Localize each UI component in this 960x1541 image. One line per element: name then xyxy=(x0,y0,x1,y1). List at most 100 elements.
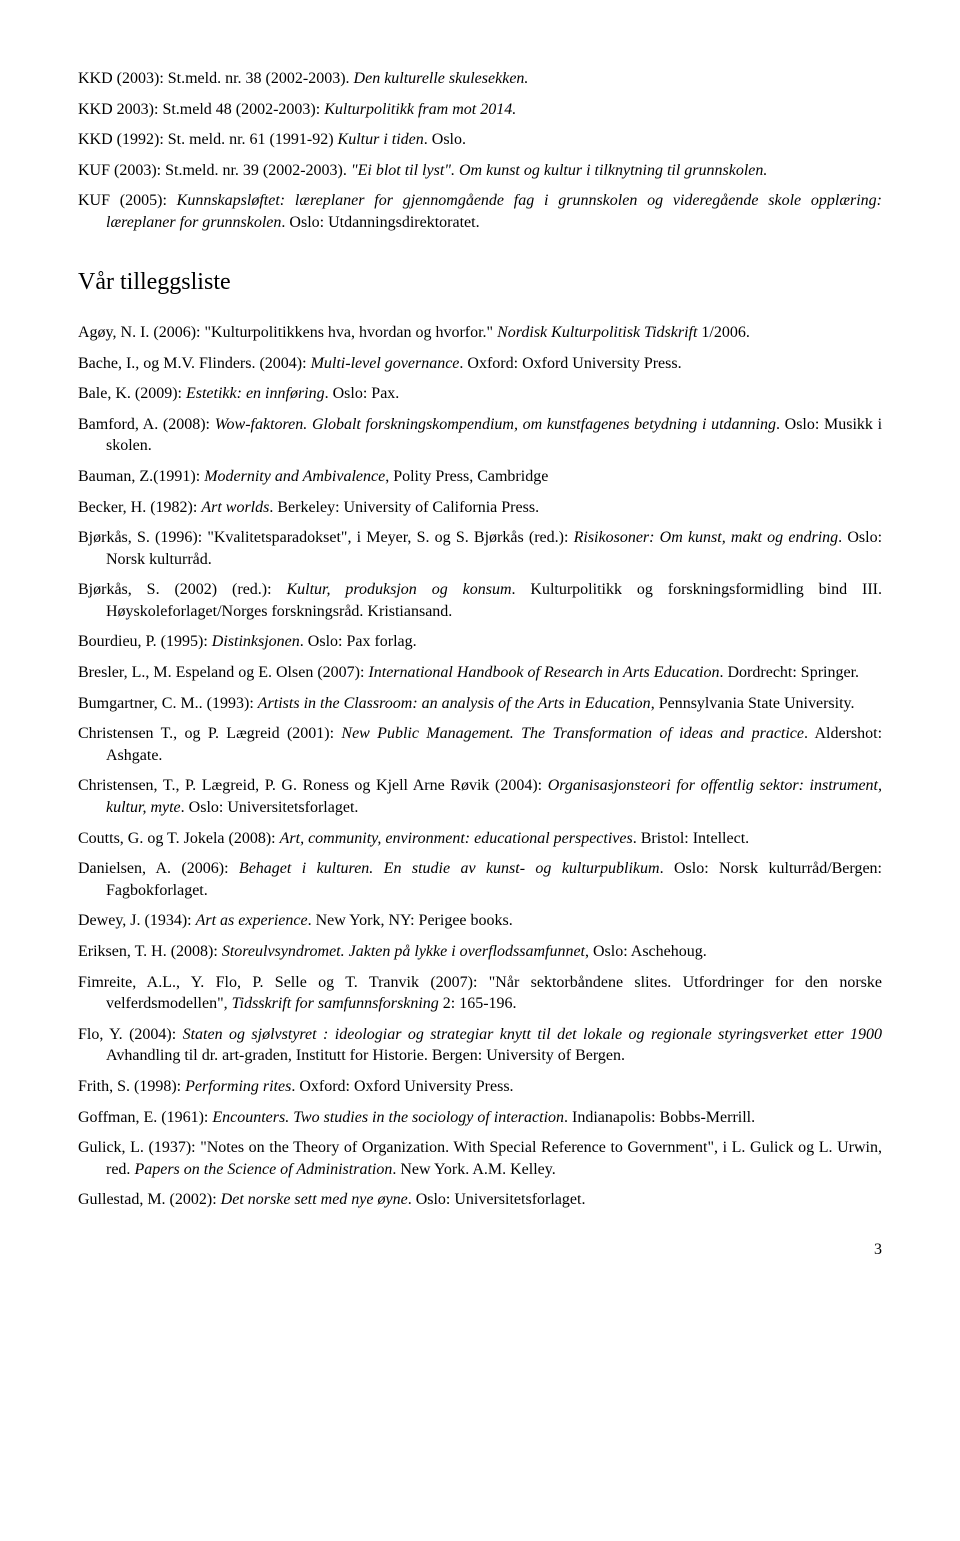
ref-text: Eriksen, T. H. (2008): xyxy=(78,943,222,960)
reference-entry: Danielsen, A. (2006): Behaget i kulturen… xyxy=(78,858,882,901)
ref-text: . Oslo: Universitetsforlaget. xyxy=(181,799,359,816)
ref-text: , Polity Press, Cambridge xyxy=(385,468,548,485)
ref-text: Agøy, N. I. (2006): "Kulturpolitikkens h… xyxy=(78,324,497,341)
ref-title: Wow-faktoren. Globalt forskningskompendi… xyxy=(215,416,776,433)
reference-entry: Bourdieu, P. (1995): Distinksjonen. Oslo… xyxy=(78,631,882,653)
ref-title: Artists in the Classroom: an analysis of… xyxy=(258,695,651,712)
ref-text: , Pennsylvania State University. xyxy=(651,695,855,712)
ref-text: . Berkeley: University of California Pre… xyxy=(269,499,539,516)
reference-entry: Eriksen, T. H. (2008): Storeulvsyndromet… xyxy=(78,941,882,963)
ref-text: 1/2006. xyxy=(697,324,749,341)
ref-title: Multi-level governance xyxy=(311,355,460,372)
reference-entry: Christensen T., og P. Lægreid (2001): Ne… xyxy=(78,723,882,766)
reference-entry: Bjørkås, S. (1996): "Kvalitetsparadokset… xyxy=(78,527,882,570)
reference-entry: KKD (2003): St.meld. nr. 38 (2002-2003).… xyxy=(78,68,882,90)
ref-title: "Ei blot til lyst". Om kunst og kultur i… xyxy=(351,162,768,179)
ref-title: Behaget i kulturen. En studie av kunst- … xyxy=(239,860,660,877)
ref-title: Papers on the Science of Administration xyxy=(134,1161,392,1178)
ref-text: Avhandling til dr. art-graden, Institutt… xyxy=(106,1047,625,1064)
ref-text: Bamford, A. (2008): xyxy=(78,416,215,433)
ref-text: Dewey, J. (1934): xyxy=(78,912,196,929)
ref-text: KKD 2003): St.meld 48 (2002-2003): xyxy=(78,101,324,118)
references-top-block: KKD (2003): St.meld. nr. 38 (2002-2003).… xyxy=(78,68,882,234)
ref-title: Modernity and Ambivalence xyxy=(204,468,385,485)
ref-text: KUF (2005): xyxy=(78,192,177,209)
ref-title: Encounters. Two studies in the sociology… xyxy=(212,1109,564,1126)
ref-text: . Oslo: Utdanningsdirektoratet. xyxy=(281,214,479,231)
reference-entry: Bache, I., og M.V. Flinders. (2004): Mul… xyxy=(78,353,882,375)
reference-entry: Coutts, G. og T. Jokela (2008): Art, com… xyxy=(78,828,882,850)
ref-text: , Oslo: Aschehoug. xyxy=(585,943,707,960)
reference-entry: Dewey, J. (1934): Art as experience. New… xyxy=(78,910,882,932)
ref-text: Becker, H. (1982): xyxy=(78,499,201,516)
reference-entry: Becker, H. (1982): Art worlds. Berkeley:… xyxy=(78,497,882,519)
ref-text: KKD (1992): St. meld. nr. 61 (1991-92) xyxy=(78,131,338,148)
ref-title: Kunnskapsløftet: læreplaner for gjennomg… xyxy=(106,192,882,231)
ref-title: New Public Management. The Transformatio… xyxy=(341,725,804,742)
ref-text: Coutts, G. og T. Jokela (2008): xyxy=(78,830,280,847)
ref-title: Det norske sett med nye øyne xyxy=(221,1191,408,1208)
ref-title: Art worlds xyxy=(201,499,269,516)
ref-text: KUF (2003): St.meld. nr. 39 (2002-2003). xyxy=(78,162,351,179)
ref-text: Goffman, E. (1961): xyxy=(78,1109,212,1126)
reference-entry: Christensen, T., P. Lægreid, P. G. Rones… xyxy=(78,775,882,818)
ref-title: Performing rites xyxy=(185,1078,291,1095)
ref-text: Gullestad, M. (2002): xyxy=(78,1191,221,1208)
ref-text: Bourdieu, P. (1995): xyxy=(78,633,212,650)
ref-text: Bresler, L., M. Espeland og E. Olsen (20… xyxy=(78,664,368,681)
ref-text: . Oslo: Universitetsforlaget. xyxy=(408,1191,586,1208)
reference-entry: Bjørkås, S. (2002) (red.): Kultur, produ… xyxy=(78,579,882,622)
ref-title: Kulturpolitikk fram mot 2014. xyxy=(324,101,516,118)
reference-entry: Gulick, L. (1937): "Notes on the Theory … xyxy=(78,1137,882,1180)
reference-entry: Fimreite, A.L., Y. Flo, P. Selle og T. T… xyxy=(78,972,882,1015)
reference-entry: Gullestad, M. (2002): Det norske sett me… xyxy=(78,1189,882,1211)
ref-text: Bjørkås, S. (2002) (red.): xyxy=(78,581,286,598)
ref-title: Art, community, environment: educational… xyxy=(280,830,633,847)
ref-text: . New York. A.M. Kelley. xyxy=(392,1161,555,1178)
reference-entry: KKD 2003): St.meld 48 (2002-2003): Kultu… xyxy=(78,99,882,121)
reference-entry: KUF (2003): St.meld. nr. 39 (2002-2003).… xyxy=(78,160,882,182)
ref-title: Distinksjonen xyxy=(212,633,300,650)
section-heading: Vår tilleggsliste xyxy=(78,266,882,298)
ref-title: Den kulturelle skulesekken. xyxy=(354,70,529,87)
ref-title: Storeulvsyndromet. Jakten på lykke i ove… xyxy=(222,943,585,960)
ref-title: Kultur i tiden xyxy=(338,131,424,148)
ref-title: Art as experience xyxy=(196,912,308,929)
reference-entry: Goffman, E. (1961): Encounters. Two stud… xyxy=(78,1107,882,1129)
ref-text: . Oslo. xyxy=(424,131,466,148)
ref-text: . New York, NY: Perigee books. xyxy=(308,912,513,929)
ref-title: Nordisk Kulturpolitisk Tidskrift xyxy=(497,324,697,341)
ref-text: Bjørkås, S. (1996): "Kvalitetsparadokset… xyxy=(78,529,574,546)
ref-text: Bauman, Z.(1991): xyxy=(78,468,204,485)
ref-text: Christensen T., og P. Lægreid (2001): xyxy=(78,725,341,742)
reference-entry: Frith, S. (1998): Performing rites. Oxfo… xyxy=(78,1076,882,1098)
ref-text: Christensen, T., P. Lægreid, P. G. Rones… xyxy=(78,777,548,794)
ref-text: . Oxford: Oxford University Press. xyxy=(459,355,681,372)
reference-entry: Flo, Y. (2004): Staten og sjølvstyret : … xyxy=(78,1024,882,1067)
ref-text: . Oslo: Pax. xyxy=(325,385,400,402)
ref-text: KKD (2003): St.meld. nr. 38 (2002-2003). xyxy=(78,70,354,87)
references-main-block: Agøy, N. I. (2006): "Kulturpolitikkens h… xyxy=(78,322,882,1211)
page-number: 3 xyxy=(78,1239,882,1261)
reference-entry: Bumgartner, C. M.. (1993): Artists in th… xyxy=(78,693,882,715)
reference-entry: Bauman, Z.(1991): Modernity and Ambivale… xyxy=(78,466,882,488)
ref-title: International Handbook of Research in Ar… xyxy=(368,664,719,681)
ref-title: Staten og sjølvstyret : ideologiar og st… xyxy=(183,1026,882,1043)
reference-entry: Bamford, A. (2008): Wow-faktoren. Global… xyxy=(78,414,882,457)
ref-text: Bumgartner, C. M.. (1993): xyxy=(78,695,258,712)
ref-text: 2: 165-196. xyxy=(439,995,517,1012)
ref-text: . Oslo: Pax forlag. xyxy=(300,633,417,650)
ref-title: Tidsskrift for samfunnsforskning xyxy=(232,995,439,1012)
reference-entry: Bresler, L., M. Espeland og E. Olsen (20… xyxy=(78,662,882,684)
ref-text: . Indianapolis: Bobbs-Merrill. xyxy=(564,1109,755,1126)
ref-text: Bache, I., og M.V. Flinders. (2004): xyxy=(78,355,311,372)
reference-entry: KKD (1992): St. meld. nr. 61 (1991-92) K… xyxy=(78,129,882,151)
ref-text: Bale, K. (2009): xyxy=(78,385,186,402)
ref-title: Estetikk: en innføring xyxy=(186,385,325,402)
ref-text: . Oxford: Oxford University Press. xyxy=(291,1078,513,1095)
reference-entry: Agøy, N. I. (2006): "Kulturpolitikkens h… xyxy=(78,322,882,344)
ref-title: Risikosoner: Om kunst, makt og endring xyxy=(574,529,839,546)
reference-entry: Bale, K. (2009): Estetikk: en innføring.… xyxy=(78,383,882,405)
ref-text: . Dordrecht: Springer. xyxy=(720,664,860,681)
ref-text: Danielsen, A. (2006): xyxy=(78,860,239,877)
